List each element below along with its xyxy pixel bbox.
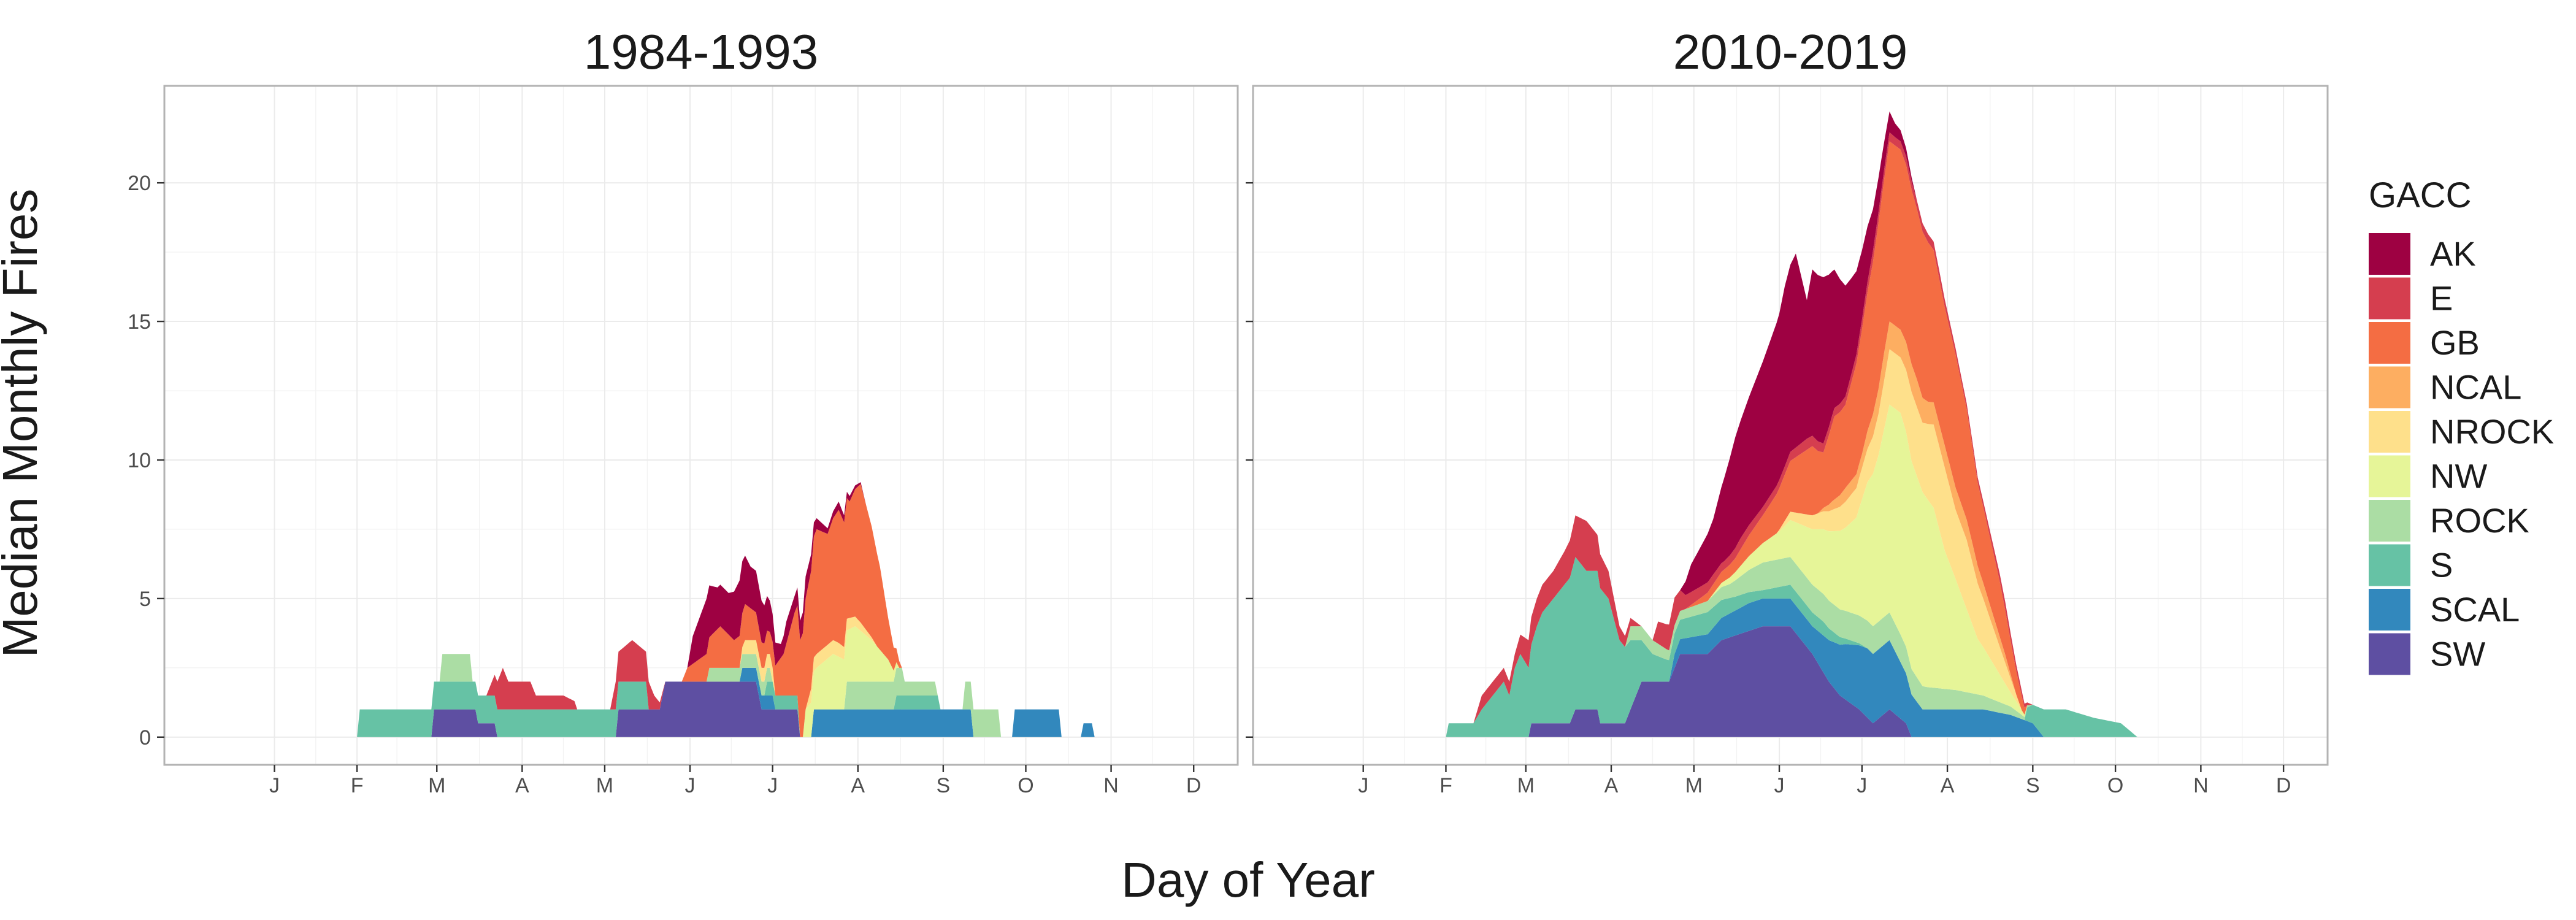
x-tick-label: M [1685, 774, 1703, 797]
legend-item-scal: SCAL [2369, 589, 2520, 631]
x-tick-label: N [2193, 774, 2209, 797]
legend-item-ak: AK [2369, 233, 2476, 275]
x-tick-label: F [1439, 774, 1452, 797]
x-tick-label: M [596, 774, 613, 797]
x-tick-label: M [1517, 774, 1535, 797]
y-tick-label: 0 [139, 726, 151, 749]
legend-swatch [2369, 233, 2410, 275]
x-tick-label: J [1774, 774, 1785, 797]
legend-label: ROCK [2430, 501, 2529, 540]
legend-label: NW [2430, 457, 2487, 496]
y-tick-label: 5 [139, 588, 151, 611]
x-tick-label: A [851, 774, 865, 797]
x-tick-label: O [2107, 774, 2123, 797]
area-ak [1322, 111, 2328, 737]
legend-label: NCAL [2430, 368, 2521, 407]
panels-layer: 1984-1993 J F M A M J J A S O N D 0 5 10 15 20 2010-2019 J F… [128, 25, 2329, 797]
x-tick-label: N [1103, 774, 1119, 797]
panel-border [163, 85, 1239, 766]
y-tick-label: 10 [128, 449, 151, 472]
panel-2: 2010-2019 J F M A M J J A S O N D [1246, 25, 2329, 797]
area-sw [233, 681, 1238, 737]
legend-label: NROCK [2430, 412, 2554, 451]
legend-item-nrock: NROCK [2369, 411, 2554, 453]
x-tick-label: J [685, 774, 696, 797]
x-tick-label: S [937, 774, 951, 797]
area-scal [1322, 598, 2328, 737]
x-axis-label: Day of Year [1121, 853, 1375, 907]
legend-swatch [2369, 455, 2410, 497]
legend-label: SW [2430, 635, 2485, 673]
panel-border [1252, 85, 2329, 766]
x-tick-label: J [1358, 774, 1368, 797]
x-tick-label: D [2276, 774, 2291, 797]
legend: GACC AK E GB NCAL NROCK NW ROCK S SCAL SW [2369, 175, 2554, 675]
legend-swatch [2369, 366, 2410, 408]
x-tick-label: M [428, 774, 445, 797]
x-tick-label: D [1186, 774, 1202, 797]
x-tick-label: J [1857, 774, 1867, 797]
legend-swatch [2369, 544, 2410, 586]
legend-item-nw: NW [2369, 455, 2487, 497]
x-tick-label: S [2026, 774, 2040, 797]
y-axis-label: Median Monthly Fires [0, 189, 47, 658]
legend-swatch [2369, 277, 2410, 320]
area-s [1322, 557, 2328, 737]
legend-label: AK [2430, 234, 2476, 273]
panel-title: 2010-2019 [1673, 25, 1908, 79]
area-sw [1322, 626, 2328, 737]
legend-label: E [2430, 279, 2453, 318]
y-tick-label: 15 [128, 310, 151, 334]
legend-item-s: S [2369, 544, 2453, 586]
x-tick-label: A [1604, 774, 1619, 797]
x-tick-label: F [351, 774, 364, 797]
panel-title: 1984-1993 [584, 25, 819, 79]
x-tick-label: O [1018, 774, 1033, 797]
legend-item-ncal: NCAL [2369, 366, 2521, 408]
legend-label: S [2430, 546, 2453, 585]
legend-label: SCAL [2430, 590, 2520, 629]
legend-item-gb: GB [2369, 322, 2480, 364]
x-tick-label: A [515, 774, 529, 797]
legend-title: GACC [2369, 175, 2472, 215]
legend-swatch [2369, 322, 2410, 364]
area-ak [233, 482, 1238, 737]
legend-swatch [2369, 500, 2410, 542]
x-tick-label: J [767, 774, 778, 797]
legend-item-rock: ROCK [2369, 500, 2529, 542]
legend-label: GB [2430, 323, 2480, 362]
x-tick-label: A [1941, 774, 1955, 797]
area-rock [233, 654, 1238, 737]
y-tick-label: 20 [128, 172, 151, 195]
panel-1: 1984-1993 J F M A M J J A S O N D 0 5 10 15 20 [128, 25, 1239, 797]
legend-swatch [2369, 633, 2410, 675]
area-s [233, 667, 1238, 737]
legend-item-e: E [2369, 277, 2453, 320]
area-nw [1322, 404, 2328, 737]
legend-swatch [2369, 589, 2410, 631]
x-tick-label: J [269, 774, 280, 797]
legend-swatch [2369, 411, 2410, 453]
legend-item-sw: SW [2369, 633, 2485, 675]
